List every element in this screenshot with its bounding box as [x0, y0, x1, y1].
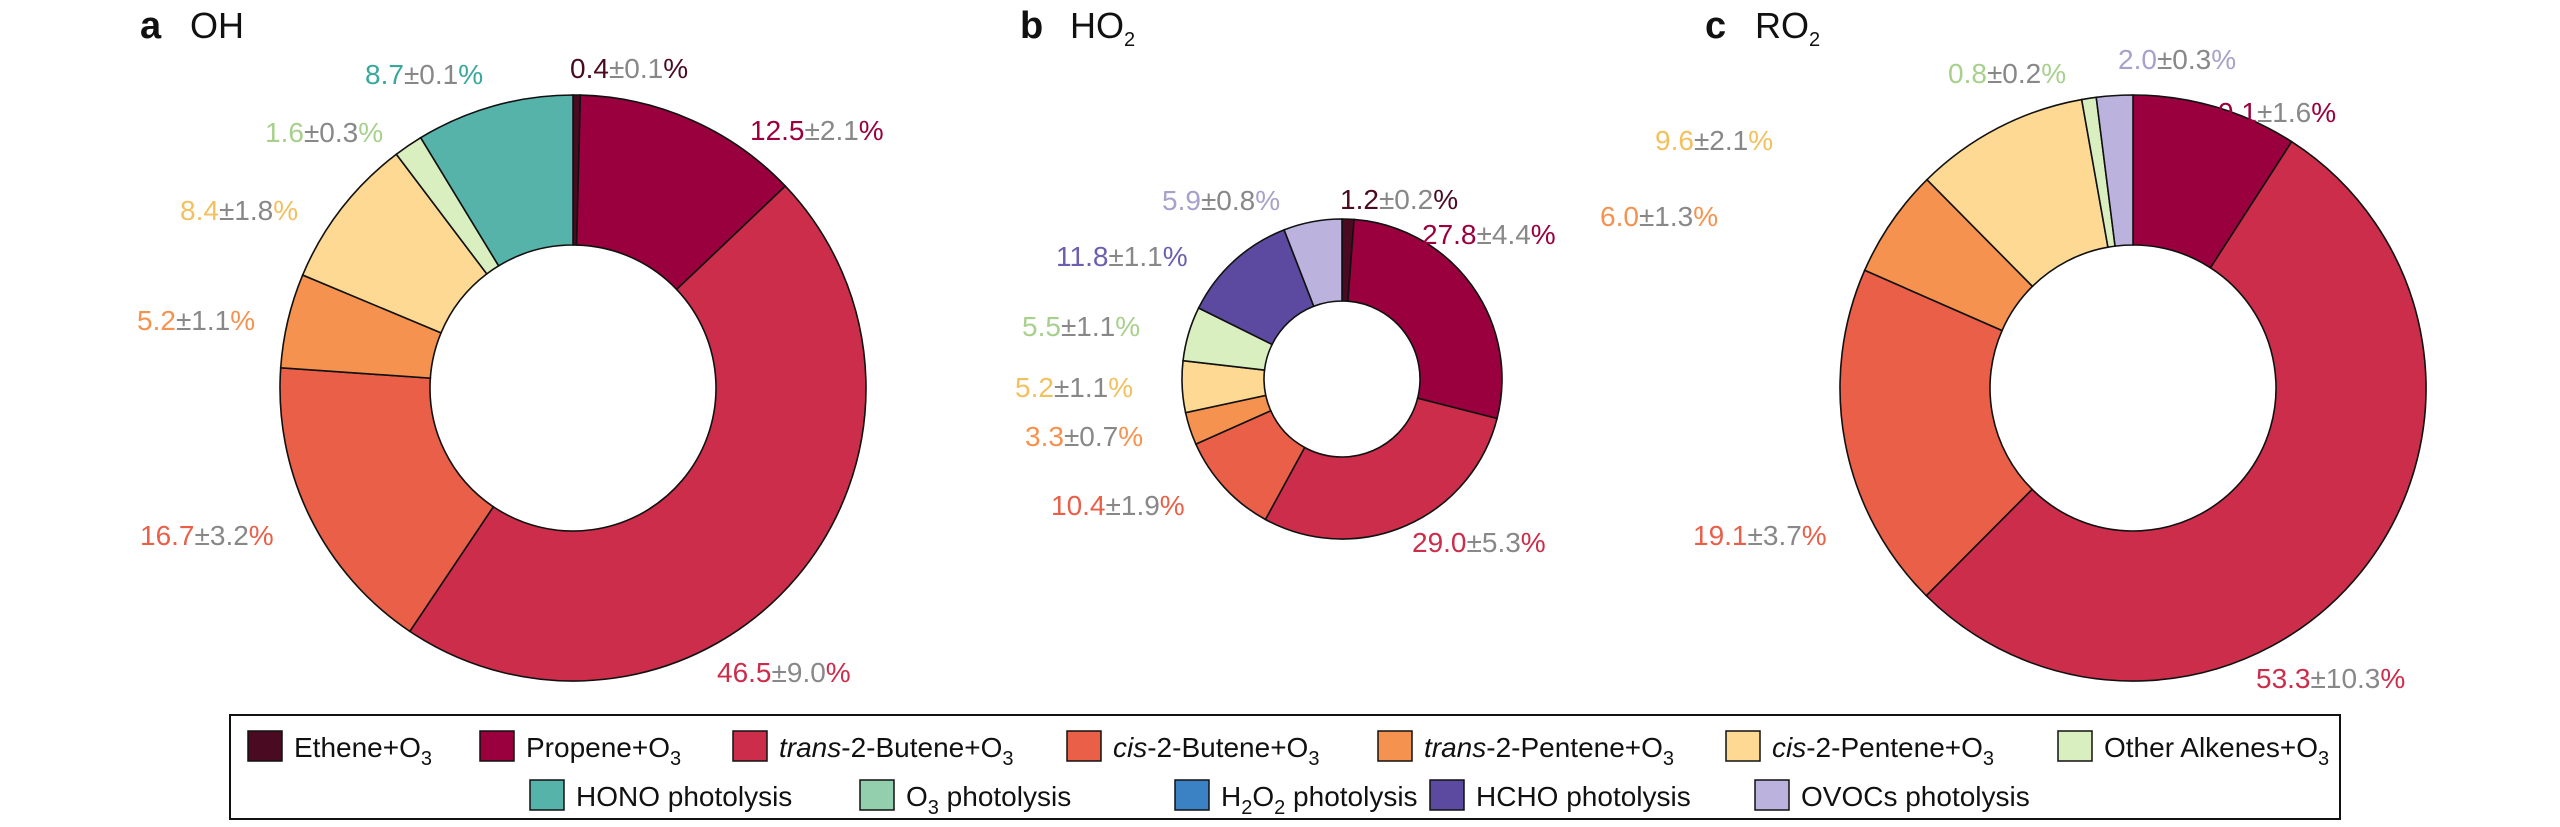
- slice-label-cis2butene: 16.7±3.2%: [140, 520, 274, 551]
- legend-swatch: [247, 730, 283, 762]
- slice-label-ethene: 0.4±0.1%: [570, 53, 688, 84]
- slice-label-cis2pentene: 5.2±1.1%: [1015, 372, 1133, 403]
- legend-swatch: [1174, 779, 1210, 811]
- legend-label: Propene+O3​: [526, 732, 681, 770]
- slice-label-otheralkenes: 0.8±0.2%: [1948, 58, 2066, 89]
- legend-swatch: [479, 730, 515, 762]
- legend-item-ethene: Ethene+O3​: [247, 730, 432, 770]
- legend-swatch: [1066, 730, 1102, 762]
- legend-swatch: [1377, 730, 1413, 762]
- panel-letter: b: [1020, 5, 1043, 47]
- slice-label-ovocsphot: 2.0±0.3%: [2118, 44, 2236, 75]
- slice-label-ovocsphot: 5.9±0.8%: [1162, 185, 1280, 216]
- legend-item-cis2butene: cis-2-Butene+O3​: [1066, 730, 1319, 770]
- legend-label: trans-2-Pentene+O3​: [1424, 732, 1674, 770]
- panel-title: HO2​: [1070, 5, 1135, 51]
- legend-label: Other Alkenes+O3​: [2104, 732, 2329, 770]
- legend-swatch: [1754, 779, 1790, 811]
- slice-label-trans2butene: 46.5±9.0%: [717, 657, 851, 688]
- legend-label: O3​ photolysis: [906, 781, 1071, 819]
- legend-swatch: [1429, 779, 1465, 811]
- legend-item-cis2pentene: cis-2-Pentene+O3​: [1725, 730, 1994, 770]
- legend-item-trans2pentene: trans-2-Pentene+O3​: [1377, 730, 1674, 770]
- legend-label: H2​O2​ photolysis: [1221, 781, 1418, 819]
- slice-label-propene: 12.5±2.1%: [750, 115, 884, 146]
- legend-item-hchophot: HCHO photolysis: [1429, 779, 1691, 812]
- legend-label: HONO photolysis: [576, 781, 792, 812]
- panel-letter: c: [1705, 5, 1726, 47]
- slice-trans2butene: [408, 184, 867, 682]
- panel-title: RO2​: [1755, 5, 1820, 51]
- slice-ovocsphot: [2095, 94, 2134, 248]
- legend-label: trans-2-Butene+O3​: [779, 732, 1013, 770]
- slice-label-cis2butene: 19.1±3.7%: [1693, 520, 1827, 551]
- slice-trans2butene: [1925, 140, 2427, 682]
- legend: Ethene+O3​ Propene+O3​ trans-2-Butene+O3​ c…: [229, 714, 2341, 820]
- legend-swatch: [529, 779, 565, 811]
- slice-label-cis2butene: 10.4±1.9%: [1051, 490, 1185, 521]
- slice-ovocsphot: [1283, 218, 1343, 308]
- legend-swatch: [1725, 730, 1761, 762]
- legend-item-trans2butene: trans-2-Butene+O3​: [732, 730, 1013, 770]
- legend-label: cis-2-Pentene+O3​: [1772, 732, 1994, 770]
- panel-letter: a: [140, 5, 162, 47]
- legend-swatch: [859, 779, 895, 811]
- slice-propene: [1347, 218, 1503, 420]
- slice-label-trans2pentene: 5.2±1.1%: [137, 305, 255, 336]
- legend-item-h2o2phot: H2​O2​ photolysis: [1174, 779, 1418, 819]
- slice-label-propene: 27.8±4.4%: [1422, 219, 1556, 250]
- slice-label-propene: 9.1±1.6%: [2218, 97, 2336, 128]
- slice-hono: [419, 94, 574, 267]
- slice-label-hchophot: 11.8±1.1%: [1056, 241, 1188, 272]
- legend-swatch: [2057, 730, 2093, 762]
- slice-label-ethene: 1.2±0.2%: [1340, 184, 1458, 215]
- panel-title: OH: [190, 5, 244, 46]
- donut-panel-c: c RO2​ 9.1±1.6% 53.3±10.3% 19.1±3.7% 6.0±1.3%…: [1600, 5, 2427, 694]
- legend-label: OVOCs photolysis: [1801, 781, 2030, 812]
- legend-item-propene: Propene+O3​: [479, 730, 681, 770]
- slice-label-hono: 8.7±0.1%: [365, 59, 483, 90]
- slice-label-trans2butene: 29.0±5.3%: [1412, 527, 1546, 558]
- donut-panel-b: b HO2​ 1.2±0.2% 27.8±4.4% 29.0±5.3% 10.4±1.9%…: [1015, 5, 1556, 558]
- donut-panel-a: a OH 0.4±0.1% 12.5±2.1% 46.5±9.0% 16.7±3.2% 5.…: [137, 5, 884, 688]
- legend-label: cis-2-Butene+O3​: [1113, 732, 1319, 770]
- slice-label-otheralkenes: 5.5±1.1%: [1022, 311, 1140, 342]
- legend-item-ovocsphot: OVOCs photolysis: [1754, 779, 2030, 812]
- legend-label: Ethene+O3​: [294, 732, 432, 770]
- legend-item-hono: HONO photolysis: [529, 779, 792, 812]
- slice-label-trans2pentene: 3.3±0.7%: [1025, 421, 1143, 452]
- legend-swatch: [732, 730, 768, 762]
- slice-trans2butene: [1264, 397, 1499, 540]
- slice-label-otheralkenes: 1.6±0.3%: [265, 117, 383, 148]
- legend-item-o3phot: O3​ photolysis: [859, 779, 1071, 819]
- legend-label: HCHO photolysis: [1476, 781, 1691, 812]
- legend-box: [229, 714, 2341, 820]
- slice-propene: [575, 94, 787, 291]
- slice-label-trans2pentene: 6.0±1.3%: [1600, 201, 1718, 232]
- slice-cis2butene: [279, 366, 495, 633]
- slice-label-trans2butene: 53.3±10.3%: [2256, 663, 2405, 694]
- slice-label-cis2pentene: 9.6±2.1%: [1655, 125, 1773, 156]
- slice-cis2butene: [1839, 269, 2034, 597]
- legend-item-otheralkenes: Other Alkenes+O3​: [2057, 730, 2329, 770]
- slice-label-cis2pentene: 8.4±1.8%: [180, 195, 298, 226]
